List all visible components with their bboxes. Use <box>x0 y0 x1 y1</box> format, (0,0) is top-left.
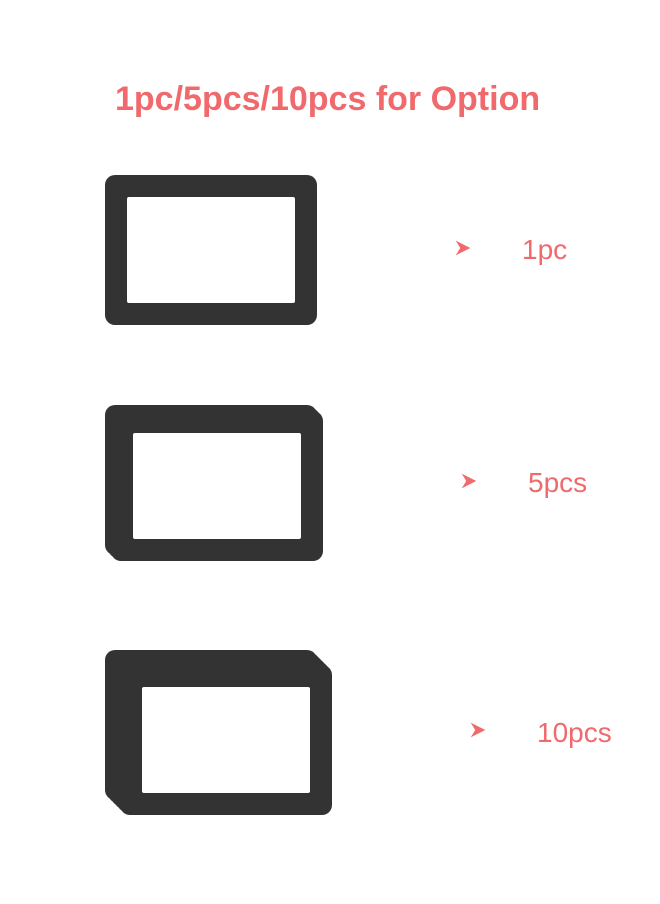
option-row-1pc: 1pc <box>105 175 567 325</box>
frame-stack-5pcs <box>105 405 323 561</box>
frame-window <box>142 687 310 793</box>
frame-window <box>127 197 295 303</box>
frame-stack-1pc <box>105 175 317 325</box>
arrow-icon <box>452 237 474 264</box>
headline: 1pc/5pcs/10pcs for Option <box>115 80 540 119</box>
option-row-10pcs: 10pcs <box>105 650 612 815</box>
frame-layer <box>111 411 323 561</box>
option-label: 1pc <box>522 234 567 266</box>
frame-stack-10pcs <box>105 650 332 815</box>
arrow-icon <box>458 470 480 497</box>
frame-layer <box>105 175 317 325</box>
option-label: 5pcs <box>528 467 587 499</box>
option-label: 10pcs <box>537 717 612 749</box>
frame-layer <box>120 665 332 815</box>
frame-window <box>133 433 301 539</box>
option-row-5pcs: 5pcs <box>105 405 587 561</box>
arrow-icon <box>467 719 489 746</box>
